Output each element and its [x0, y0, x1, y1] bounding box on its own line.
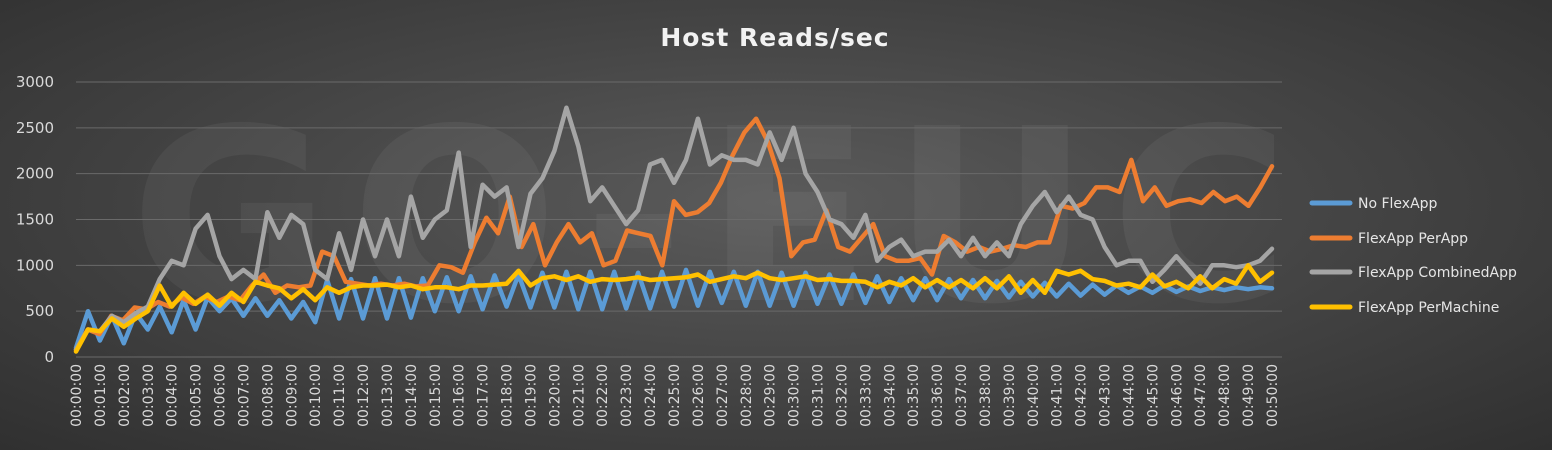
x-tick-label: 00:22:00: [595, 364, 611, 427]
chart-title: Host Reads/sec: [660, 23, 889, 52]
x-tick-label: 00:06:00: [213, 364, 229, 427]
x-tick-label: 00:32:00: [834, 364, 850, 427]
x-tick-label: 00:36:00: [930, 364, 946, 427]
x-tick-label: 00:20:00: [547, 364, 563, 427]
legend-label: No FlexApp: [1358, 196, 1438, 212]
x-tick-label: 00:11:00: [332, 364, 348, 427]
legend-label: FlexApp PerApp: [1358, 231, 1468, 247]
x-tick-label: 00:03:00: [141, 364, 157, 427]
series-line-flexapp-permachine: [73, 263, 1275, 354]
x-tick-label: 00:30:00: [787, 364, 803, 427]
x-tick-label: 00:13:00: [380, 364, 396, 427]
x-tick-label: 00:26:00: [691, 364, 707, 427]
x-tick-label: 00:41:00: [1050, 364, 1066, 427]
x-tick-label: 00:35:00: [906, 364, 922, 427]
y-tick-label: 3000: [16, 73, 54, 91]
x-tick-label: 00:25:00: [667, 364, 683, 427]
legend-label: FlexApp PerMachine: [1358, 300, 1499, 316]
x-tick-label: 00:16:00: [452, 364, 468, 427]
y-axis-ticks: 0 500 1000 1500 2000 2500 3000: [16, 73, 54, 366]
x-tick-label: 00:48:00: [1217, 364, 1233, 427]
legend: No FlexApp FlexApp PerApp FlexApp Combined…: [1309, 196, 1517, 316]
y-tick-label: 1500: [16, 211, 54, 229]
series-lines: [73, 105, 1275, 354]
x-axis-ticks: 00:00:00 00:01:00 00:02:00 00:03:00 00:04:00…: [69, 364, 1281, 427]
x-tick-label: 00:15:00: [428, 364, 444, 427]
y-tick-label: 1000: [16, 256, 54, 274]
x-tick-label: 00:29:00: [763, 364, 779, 427]
x-tick-label: 00:18:00: [500, 364, 516, 427]
x-tick-label: 00:43:00: [1098, 364, 1114, 427]
x-tick-label: 00:02:00: [117, 364, 133, 427]
x-tick-label: 00:44:00: [1121, 364, 1137, 427]
x-tick-label: 00:40:00: [1026, 364, 1042, 427]
y-tick-label: 2500: [16, 119, 54, 137]
x-tick-label: 00:21:00: [571, 364, 587, 427]
x-tick-label: 00:27:00: [715, 364, 731, 427]
y-tick-label: 0: [44, 348, 54, 366]
x-tick-label: 00:07:00: [236, 364, 252, 427]
x-tick-label: 00:09:00: [284, 364, 300, 427]
x-tick-label: 00:00:00: [69, 364, 85, 427]
x-tick-label: 00:12:00: [356, 364, 372, 427]
y-tick-label: 500: [25, 302, 54, 320]
x-tick-label: 00:19:00: [523, 364, 539, 427]
x-tick-label: 00:17:00: [476, 364, 492, 427]
x-tick-label: 00:04:00: [165, 364, 181, 427]
x-tick-label: 00:34:00: [882, 364, 898, 427]
x-tick-label: 00:28:00: [739, 364, 755, 427]
x-tick-label: 00:33:00: [858, 364, 874, 427]
x-tick-label: 00:23:00: [619, 364, 635, 427]
x-tick-label: 00:01:00: [93, 364, 109, 427]
x-tick-label: 00:39:00: [1002, 364, 1018, 427]
series-line-flexapp-combinedapp: [73, 105, 1275, 352]
x-tick-label: 00:38:00: [978, 364, 994, 427]
x-tick-label: 00:50:00: [1265, 364, 1281, 427]
x-tick-label: 00:14:00: [404, 364, 420, 427]
legend-label: FlexApp CombinedApp: [1358, 265, 1517, 281]
x-tick-label: 00:31:00: [811, 364, 827, 427]
x-tick-label: 00:49:00: [1241, 364, 1257, 427]
x-tick-label: 00:10:00: [308, 364, 324, 427]
x-tick-label: 00:05:00: [189, 364, 205, 427]
x-tick-label: 00:37:00: [954, 364, 970, 427]
x-tick-label: 00:08:00: [260, 364, 276, 427]
watermark-text: GO-EUC: [130, 77, 1310, 357]
x-tick-label: 00:42:00: [1074, 364, 1090, 427]
x-tick-label: 00:47:00: [1193, 364, 1209, 427]
x-tick-label: 00:24:00: [643, 364, 659, 427]
series-line-no-flexapp: [73, 267, 1275, 351]
series-line-flexapp-perapp: [73, 116, 1275, 352]
y-tick-label: 2000: [16, 165, 54, 183]
x-tick-label: 00:46:00: [1169, 364, 1185, 427]
x-tick-label: 00:45:00: [1145, 364, 1161, 427]
